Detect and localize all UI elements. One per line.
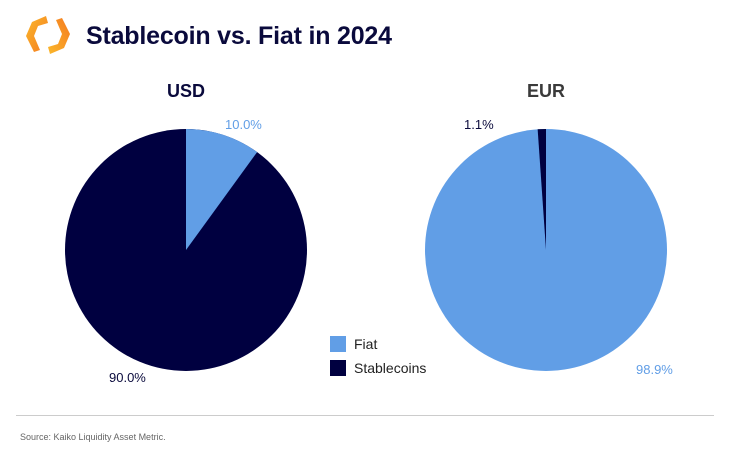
- eur-chart-title: EUR: [526, 81, 565, 101]
- legend-label: Stablecoins: [354, 360, 427, 376]
- kaiko-logo-icon: [26, 16, 70, 54]
- stablecoins-swatch-icon: [330, 360, 346, 376]
- usd-fiat-data-label: 10.0%: [225, 117, 262, 132]
- usd-stablecoins-data-label: 90.0%: [109, 370, 146, 385]
- footer-divider: [16, 415, 714, 416]
- usd-pie-chart: [65, 129, 307, 371]
- usd-chart-title: USD: [166, 81, 205, 101]
- eur-fiat-data-label: 98.9%: [636, 362, 673, 377]
- source-note: Source: Kaiko Liquidity Asset Metric.: [20, 432, 166, 442]
- legend-item-stablecoins: Stablecoins: [330, 357, 426, 379]
- fiat-swatch-icon: [330, 336, 346, 352]
- legend-label: Fiat: [354, 336, 378, 352]
- chart-legend: Fiat Stablecoins: [330, 333, 426, 381]
- eur-pie-chart: [425, 129, 667, 371]
- eur-stablecoins-slice: [537, 129, 546, 250]
- legend-item-fiat: Fiat: [330, 333, 426, 355]
- eur-stablecoins-data-label: 1.1%: [464, 117, 494, 132]
- page-title: Stablecoin vs. Fiat in 2024: [86, 22, 392, 50]
- usd-fiat-slice: [186, 129, 258, 250]
